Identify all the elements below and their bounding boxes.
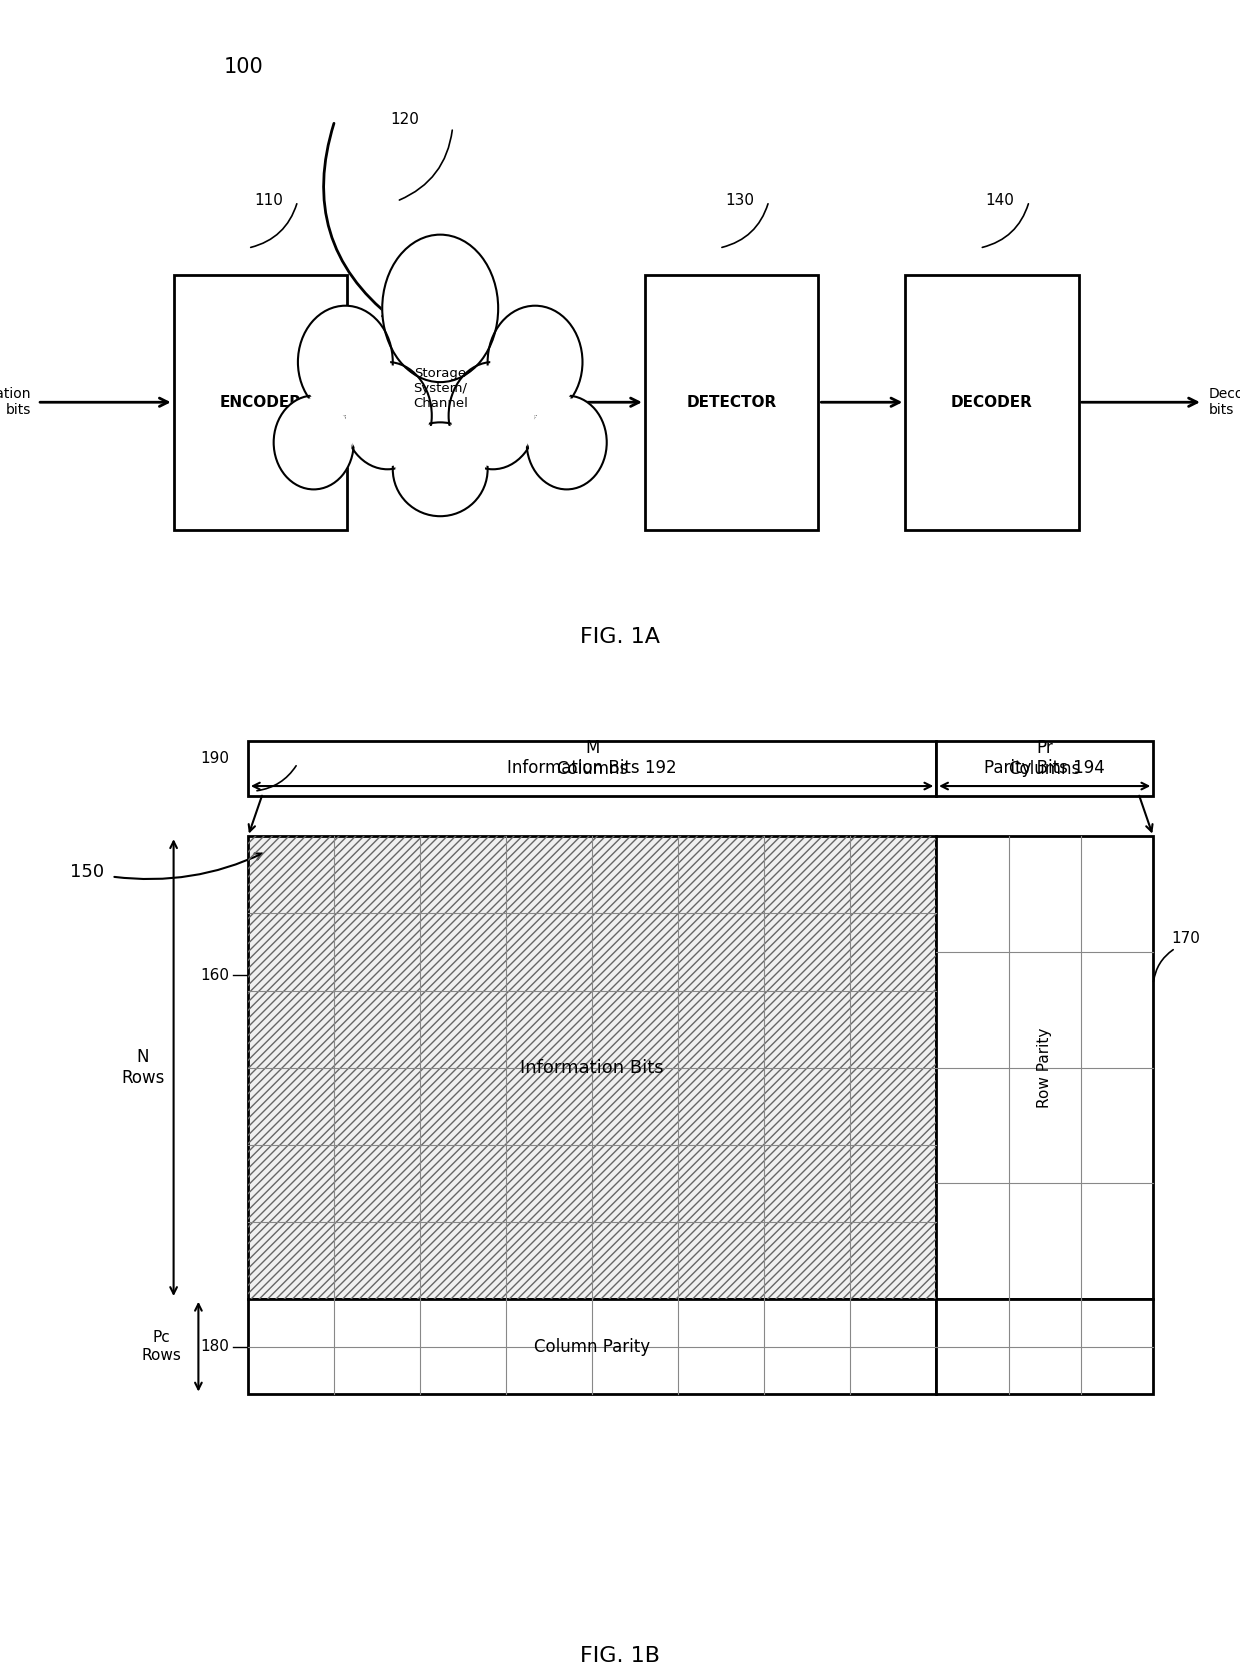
Text: 110: 110 (254, 193, 283, 208)
FancyBboxPatch shape (936, 836, 1153, 1299)
Text: 130: 130 (725, 193, 754, 208)
Text: 100: 100 (223, 57, 263, 77)
FancyBboxPatch shape (248, 836, 936, 1299)
Ellipse shape (382, 235, 498, 382)
Text: Storage
System/
Channel: Storage System/ Channel (413, 367, 467, 411)
Text: DECODER: DECODER (951, 396, 1033, 409)
Text: 180: 180 (201, 1339, 229, 1354)
Text: Parity Bits 194: Parity Bits 194 (985, 759, 1105, 778)
Text: Pc
Rows: Pc Rows (141, 1331, 181, 1363)
Text: DETECTOR: DETECTOR (687, 396, 776, 409)
Text: M
Columns: M Columns (556, 739, 629, 778)
Ellipse shape (396, 426, 485, 513)
Text: 190: 190 (201, 751, 229, 766)
Ellipse shape (387, 240, 494, 377)
Ellipse shape (527, 396, 606, 489)
Ellipse shape (298, 305, 393, 419)
Ellipse shape (301, 310, 389, 414)
FancyBboxPatch shape (248, 741, 936, 796)
Text: Row Parity: Row Parity (1037, 1027, 1053, 1108)
FancyBboxPatch shape (248, 1299, 936, 1394)
Text: Column Parity: Column Parity (534, 1337, 650, 1356)
Ellipse shape (487, 305, 583, 419)
Text: Information Bits: Information Bits (521, 1059, 663, 1076)
Text: ENCODER: ENCODER (219, 396, 301, 409)
Ellipse shape (274, 396, 353, 489)
Ellipse shape (449, 362, 537, 469)
Text: 140: 140 (986, 193, 1014, 208)
Ellipse shape (277, 399, 351, 486)
FancyBboxPatch shape (936, 741, 1153, 796)
Text: 120: 120 (391, 112, 419, 127)
Text: Information Bits 192: Information Bits 192 (507, 759, 677, 778)
Ellipse shape (529, 399, 604, 486)
Text: Pr
Columns: Pr Columns (1008, 739, 1081, 778)
Text: 150: 150 (69, 863, 104, 880)
FancyBboxPatch shape (174, 275, 347, 530)
Text: FIG. 1A: FIG. 1A (580, 627, 660, 647)
Ellipse shape (343, 362, 432, 469)
Text: 160: 160 (201, 967, 229, 982)
FancyBboxPatch shape (905, 275, 1079, 530)
Text: FIG. 1B: FIG. 1B (580, 1646, 660, 1666)
Text: N
Rows: N Rows (122, 1048, 164, 1088)
FancyBboxPatch shape (645, 275, 818, 530)
Ellipse shape (393, 422, 487, 516)
Ellipse shape (491, 310, 579, 414)
Ellipse shape (346, 365, 429, 466)
Text: 170: 170 (1172, 930, 1200, 945)
Text: Information
bits: Information bits (0, 387, 31, 417)
Ellipse shape (451, 365, 534, 466)
FancyBboxPatch shape (936, 1299, 1153, 1394)
Text: Decoded
bits: Decoded bits (1209, 387, 1240, 417)
